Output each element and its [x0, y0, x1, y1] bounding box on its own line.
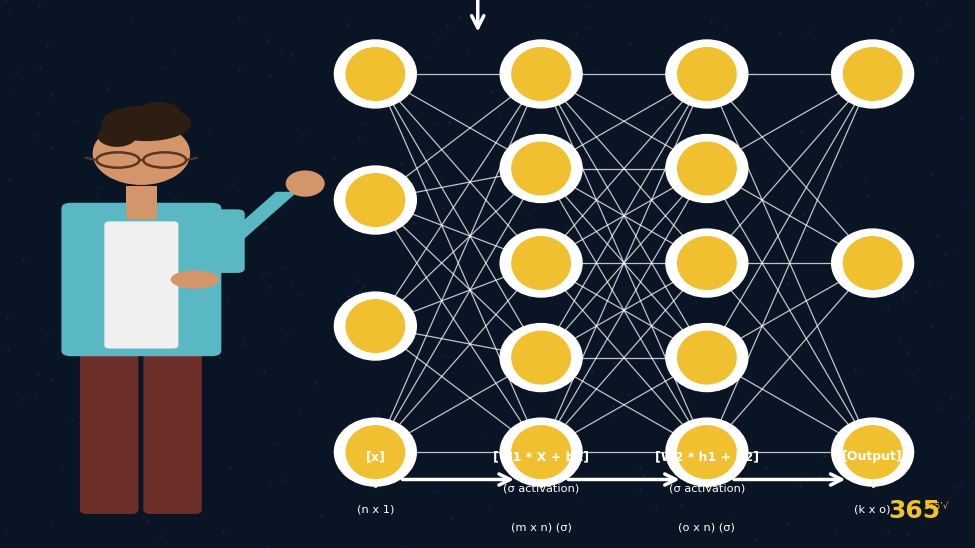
- Text: [W2 * h1 + b2]: [W2 * h1 + b2]: [655, 450, 759, 463]
- Ellipse shape: [346, 426, 405, 478]
- Ellipse shape: [93, 122, 190, 185]
- Text: (k x o): (k x o): [854, 504, 891, 514]
- Ellipse shape: [286, 170, 325, 197]
- Text: (n x 1): (n x 1): [357, 504, 394, 514]
- Ellipse shape: [843, 237, 902, 289]
- Ellipse shape: [500, 229, 582, 297]
- Ellipse shape: [678, 48, 736, 100]
- FancyBboxPatch shape: [143, 330, 202, 514]
- Ellipse shape: [666, 418, 748, 486]
- Text: (σ activation): (σ activation): [669, 483, 745, 493]
- Ellipse shape: [334, 40, 416, 108]
- Ellipse shape: [334, 418, 416, 486]
- FancyBboxPatch shape: [80, 330, 138, 514]
- Text: [W1 * X + b1]: [W1 * X + b1]: [493, 450, 589, 463]
- Ellipse shape: [832, 229, 914, 297]
- Ellipse shape: [512, 142, 570, 195]
- Ellipse shape: [136, 102, 180, 123]
- Ellipse shape: [101, 105, 191, 141]
- Ellipse shape: [500, 40, 582, 108]
- FancyBboxPatch shape: [190, 209, 245, 273]
- FancyBboxPatch shape: [124, 267, 208, 295]
- Ellipse shape: [512, 48, 570, 100]
- Ellipse shape: [500, 418, 582, 486]
- Text: (m x n) (σ): (m x n) (σ): [511, 523, 571, 533]
- Ellipse shape: [500, 323, 582, 391]
- FancyBboxPatch shape: [61, 203, 221, 356]
- Text: [x]: [x]: [366, 450, 385, 463]
- Ellipse shape: [678, 426, 736, 478]
- Text: (σ activation): (σ activation): [503, 483, 579, 493]
- Ellipse shape: [500, 135, 582, 203]
- Polygon shape: [208, 192, 297, 252]
- Ellipse shape: [334, 166, 416, 234]
- Ellipse shape: [678, 142, 736, 195]
- Ellipse shape: [832, 418, 914, 486]
- Text: 365'√: 365'√: [923, 502, 949, 511]
- Text: (o x n) (σ): (o x n) (σ): [679, 523, 735, 533]
- Ellipse shape: [678, 331, 736, 384]
- Bar: [126, 186, 157, 219]
- Ellipse shape: [512, 331, 570, 384]
- Ellipse shape: [512, 237, 570, 289]
- Ellipse shape: [171, 270, 219, 289]
- Ellipse shape: [512, 426, 570, 478]
- Ellipse shape: [832, 40, 914, 108]
- Ellipse shape: [678, 237, 736, 289]
- Ellipse shape: [666, 40, 748, 108]
- Ellipse shape: [346, 300, 405, 352]
- Ellipse shape: [843, 48, 902, 100]
- Ellipse shape: [334, 292, 416, 360]
- Ellipse shape: [666, 135, 748, 203]
- Ellipse shape: [843, 426, 902, 478]
- Text: 365: 365: [889, 499, 941, 523]
- Ellipse shape: [666, 229, 748, 297]
- FancyBboxPatch shape: [104, 221, 178, 349]
- Ellipse shape: [346, 174, 405, 226]
- Text: [Output]: [Output]: [842, 450, 903, 463]
- Ellipse shape: [98, 125, 136, 147]
- Ellipse shape: [346, 48, 405, 100]
- Ellipse shape: [666, 323, 748, 391]
